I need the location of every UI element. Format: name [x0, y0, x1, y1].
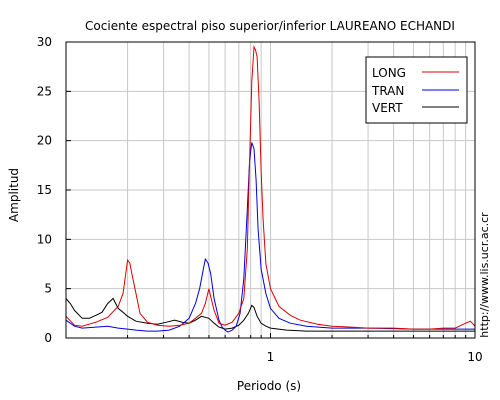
y-tick-label: 15 [37, 183, 52, 197]
legend-label-long: LONG [372, 66, 406, 80]
series-line-vert [65, 297, 475, 332]
chart-title: Cociente espectral piso superior/inferio… [85, 19, 455, 33]
series-line-tran [65, 142, 475, 333]
y-tick-label: 0 [44, 331, 52, 345]
website-url: http://www.lis.ucr.ac.cr [478, 212, 491, 338]
y-tick-label: 25 [37, 84, 52, 98]
series-line-long [65, 45, 476, 330]
y-tick-label: 30 [37, 35, 52, 49]
x-axis-label: Periodo (s) [237, 379, 301, 393]
legend-label-vert: VERT [372, 101, 403, 115]
y-tick-label: 5 [44, 282, 52, 296]
x-tick-label: 1 [267, 350, 275, 364]
series-lines [65, 45, 476, 333]
axis-ticks: 0 5 10 15 20 25 30 1 10 [37, 35, 483, 364]
y-tick-label: 20 [37, 134, 52, 148]
x-tick-label: 10 [467, 350, 482, 364]
y-tick-label: 10 [37, 232, 52, 246]
legend-label-tran: TRAN [371, 84, 404, 98]
y-axis-label: Amplitud [7, 168, 21, 222]
legend: LONG TRAN VERT [365, 56, 468, 124]
